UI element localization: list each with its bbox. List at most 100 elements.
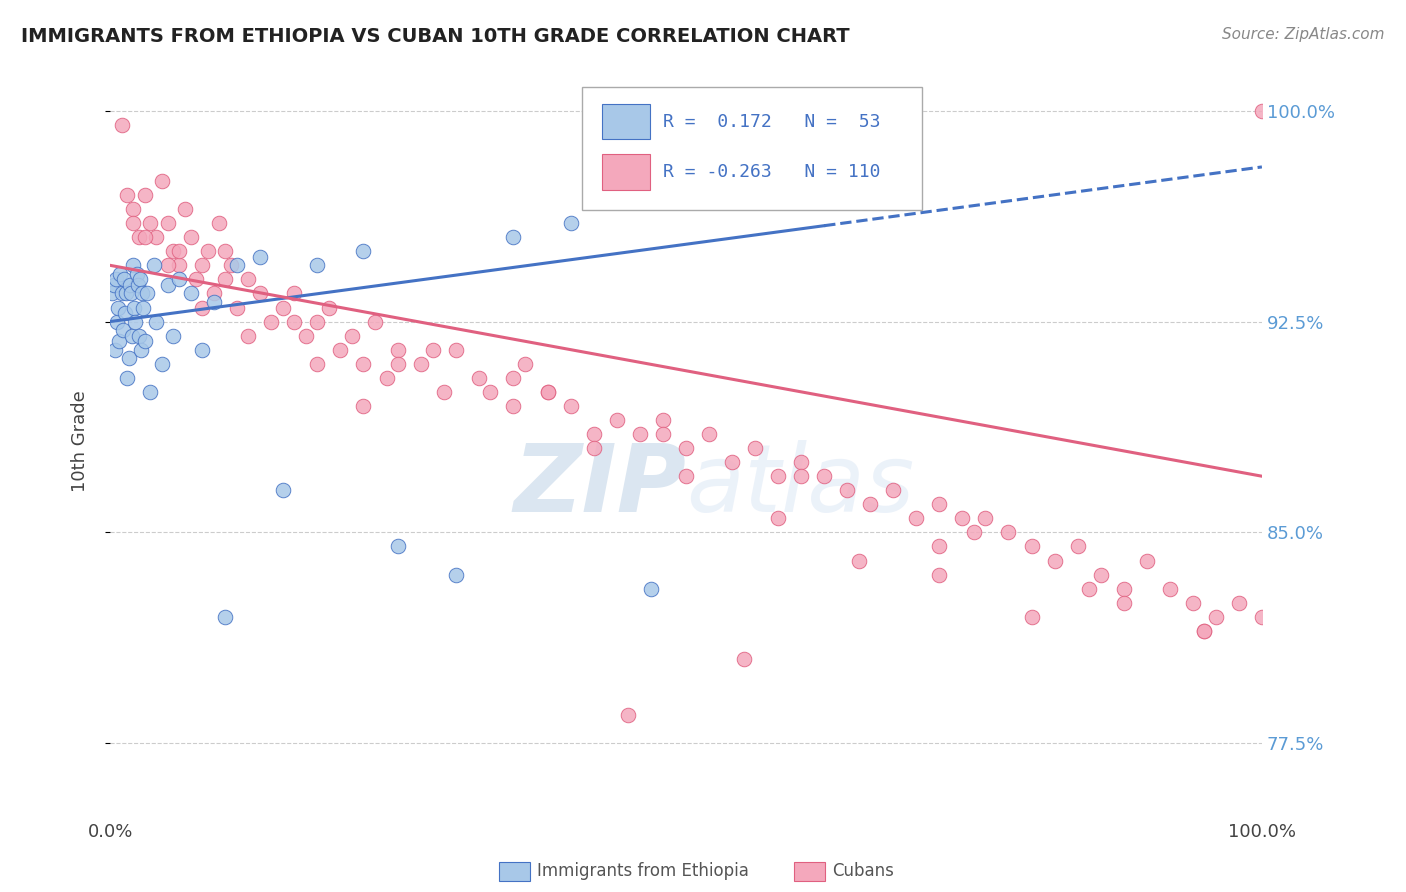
Point xyxy=(128,328,150,343)
Point xyxy=(766,511,789,525)
Point xyxy=(214,244,236,259)
Point xyxy=(606,413,628,427)
Point xyxy=(537,384,560,399)
Point xyxy=(197,244,219,259)
Point xyxy=(191,301,214,315)
Point xyxy=(1112,582,1135,596)
Point xyxy=(134,334,156,349)
Bar xyxy=(602,154,651,190)
Point xyxy=(905,511,928,525)
Point xyxy=(180,230,202,244)
Point xyxy=(115,286,138,301)
Point xyxy=(101,286,124,301)
Point xyxy=(502,399,524,413)
Point xyxy=(1043,553,1066,567)
Point xyxy=(813,160,835,174)
Point xyxy=(225,301,247,315)
Point xyxy=(766,469,789,483)
Point xyxy=(150,357,173,371)
Point xyxy=(110,118,132,132)
Point xyxy=(848,553,870,567)
Point xyxy=(1251,609,1274,624)
Point xyxy=(640,582,662,596)
Point xyxy=(249,286,271,301)
Point xyxy=(122,216,145,230)
Point xyxy=(167,258,190,272)
Point xyxy=(103,278,125,293)
Point xyxy=(963,525,986,540)
Point xyxy=(364,314,387,328)
Point xyxy=(174,202,197,216)
Point xyxy=(997,525,1019,540)
Point xyxy=(744,441,766,455)
Point xyxy=(307,314,329,328)
Point xyxy=(238,328,260,343)
Point xyxy=(582,427,605,442)
Point xyxy=(928,540,950,554)
Point xyxy=(167,272,190,286)
Point xyxy=(560,399,582,413)
Point xyxy=(652,413,675,427)
Point xyxy=(139,216,162,230)
Point xyxy=(340,328,363,343)
Text: ZIP: ZIP xyxy=(513,440,686,532)
Point xyxy=(422,343,444,357)
Point xyxy=(131,286,153,301)
Point xyxy=(128,230,150,244)
Point xyxy=(271,301,294,315)
Point xyxy=(191,343,214,357)
Point xyxy=(142,258,165,272)
Point xyxy=(513,357,536,371)
Point xyxy=(974,511,997,525)
Point xyxy=(117,188,139,202)
Point xyxy=(260,314,283,328)
Point xyxy=(617,708,640,723)
Point xyxy=(124,314,146,328)
Point xyxy=(120,286,142,301)
Point xyxy=(122,301,145,315)
Point xyxy=(121,328,143,343)
Point xyxy=(467,371,489,385)
Point xyxy=(675,441,697,455)
Point xyxy=(180,286,202,301)
Point xyxy=(387,357,409,371)
Point xyxy=(582,441,605,455)
Point xyxy=(219,258,242,272)
Point xyxy=(167,244,190,259)
Point xyxy=(882,483,904,498)
Point xyxy=(1251,103,1274,118)
Point xyxy=(537,384,560,399)
Point xyxy=(479,384,502,399)
Point xyxy=(628,427,651,442)
Text: Cubans: Cubans xyxy=(832,863,894,880)
Text: R =  0.172   N =  53: R = 0.172 N = 53 xyxy=(664,113,880,131)
Point xyxy=(162,244,184,259)
Point xyxy=(1159,582,1181,596)
Point xyxy=(107,301,129,315)
Point xyxy=(249,250,271,264)
Point xyxy=(1227,596,1250,610)
Point xyxy=(1066,540,1088,554)
Text: atlas: atlas xyxy=(686,441,914,532)
Point xyxy=(409,357,432,371)
Point xyxy=(444,567,467,582)
Point xyxy=(110,267,132,281)
Point xyxy=(132,301,155,315)
Point xyxy=(156,216,179,230)
Point xyxy=(238,272,260,286)
Point xyxy=(837,483,859,498)
Y-axis label: 10th Grade: 10th Grade xyxy=(72,390,89,491)
Point xyxy=(134,188,156,202)
Point xyxy=(502,371,524,385)
Point xyxy=(353,244,375,259)
Point xyxy=(145,314,167,328)
Point xyxy=(813,469,835,483)
Point xyxy=(952,511,974,525)
Point xyxy=(125,267,148,281)
Bar xyxy=(602,103,651,139)
Point xyxy=(1112,596,1135,610)
Point xyxy=(502,230,524,244)
Point xyxy=(1136,553,1159,567)
Point xyxy=(1194,624,1216,638)
Point xyxy=(1021,540,1043,554)
